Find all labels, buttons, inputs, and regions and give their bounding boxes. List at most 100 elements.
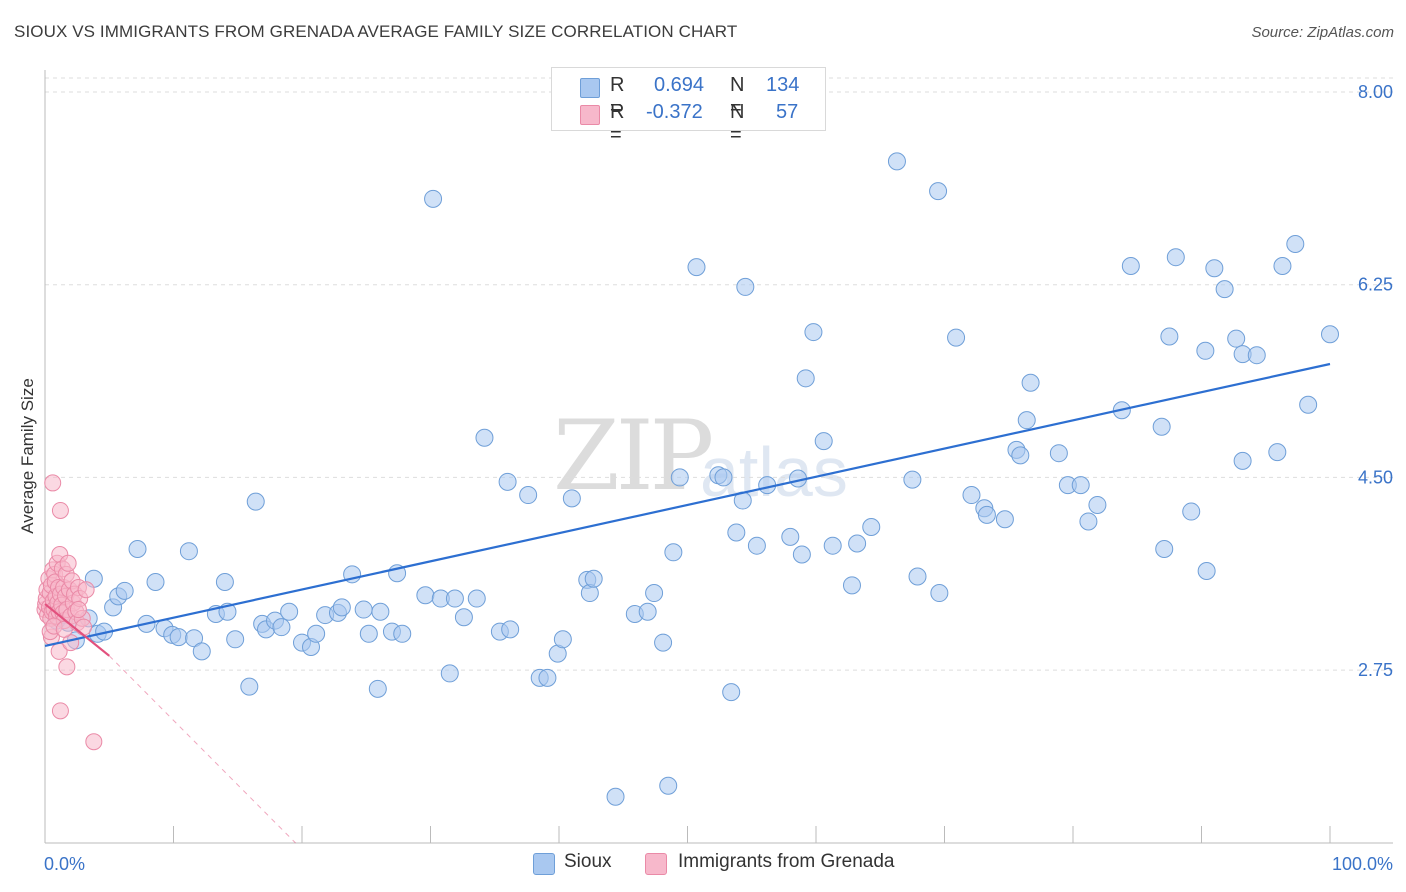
sioux-point [440, 664, 459, 683]
sioux-point [1160, 327, 1179, 346]
sioux-swatch-icon [533, 853, 555, 875]
grenada-legend-label: Immigrants from Grenada [678, 851, 895, 872]
legend-n-value: 57 [776, 101, 799, 123]
trend-lines [44, 362, 1331, 844]
sioux-point [246, 492, 265, 511]
grenada-point [44, 474, 62, 492]
sioux-point [645, 584, 664, 603]
sioux-point [804, 323, 823, 342]
sioux-point [280, 602, 299, 621]
sioux-point [1247, 346, 1266, 365]
sioux-point [146, 573, 165, 592]
sioux-point [128, 539, 147, 558]
sioux-point [115, 581, 134, 600]
sioux-point [393, 624, 412, 643]
sioux-point [1268, 443, 1287, 462]
sioux-point [1227, 329, 1246, 348]
y-axis-label: Average Family Size [18, 378, 37, 534]
sioux-legend-label: Sioux [564, 851, 612, 872]
sioux-point [519, 486, 538, 505]
sioux-point [240, 677, 259, 696]
y-tick-label: 4.50 [1358, 467, 1393, 487]
sioux-point [722, 683, 741, 702]
sioux-point [670, 468, 689, 487]
sioux-point [584, 569, 603, 588]
sioux-point [736, 277, 755, 296]
legend-r-label: R = [610, 74, 625, 119]
sioux-point [562, 489, 581, 508]
sioux-point [823, 536, 842, 555]
sioux-point [179, 542, 198, 561]
sioux-point [1286, 234, 1305, 253]
watermark-logo: ZIP [553, 400, 714, 512]
sioux-point [1299, 395, 1318, 414]
sioux-point [359, 624, 378, 643]
sioux-point [842, 576, 861, 595]
sioux-point [1321, 325, 1339, 344]
sioux-point [687, 258, 706, 277]
sioux-swatch-icon [580, 78, 600, 98]
sioux-point [192, 642, 211, 661]
sioux-point [781, 527, 800, 546]
sioux-point [454, 608, 473, 627]
tick-labels: 2.75 4.50 6.25 8.00 0.0% 100.0% [44, 82, 1393, 874]
grenada-point [77, 581, 95, 599]
sioux-point [498, 472, 517, 491]
sioux-point [445, 589, 464, 608]
sioux-point [1049, 444, 1068, 463]
y-tick-label: 2.75 [1358, 660, 1393, 680]
sioux-point [714, 468, 733, 487]
sioux-point [1071, 476, 1090, 495]
sioux-point [185, 629, 204, 648]
legend-r-value: 0.694 [654, 74, 705, 96]
sioux-trend-line [44, 362, 1331, 647]
sioux-point [1079, 512, 1098, 531]
legend-n-label: N = [730, 74, 745, 119]
grenada-point [85, 733, 103, 751]
chart-title: SIOUX VS IMMIGRANTS FROM GRENADA AVERAGE… [14, 22, 738, 41]
sioux-point [226, 630, 245, 649]
sioux-point [1017, 411, 1036, 430]
sioux-point [929, 182, 948, 201]
grid-lines [45, 77, 1393, 671]
grenada-point [69, 601, 87, 619]
sioux-point [538, 668, 557, 687]
source-label: Source: ZipAtlas.com [1251, 24, 1394, 41]
sioux-point [1233, 451, 1252, 470]
sioux-point [1088, 495, 1107, 514]
sioux-point [903, 470, 922, 489]
y-tick-label: 6.25 [1358, 275, 1393, 295]
grenada-trend-line [44, 603, 110, 657]
sioux-point [424, 189, 443, 208]
sioux-point [332, 598, 351, 617]
sioux-point [887, 152, 906, 171]
sioux-point [908, 567, 927, 586]
sioux-point [1215, 280, 1234, 299]
grenada-point [55, 620, 73, 638]
legend-r-label: R = [610, 101, 625, 146]
sioux-point [727, 523, 746, 542]
sioux-point [862, 517, 881, 536]
sioux-point [654, 633, 673, 652]
grenada-point [51, 501, 69, 519]
x-tick-label: 100.0% [1332, 854, 1393, 874]
sioux-point [1166, 248, 1185, 267]
sioux-point [747, 536, 766, 555]
sioux-point [307, 624, 326, 643]
sioux-point [1011, 446, 1030, 465]
sioux-point [664, 543, 683, 562]
grenada-swatch-icon [580, 105, 600, 125]
sioux-point [169, 628, 188, 647]
sioux-point [962, 486, 981, 505]
grenada-points [36, 474, 103, 751]
y-tick-label: 8.00 [1358, 82, 1393, 102]
sioux-point [215, 573, 234, 592]
grenada-point [59, 554, 77, 572]
grenada-point [75, 618, 93, 636]
sioux-point [501, 620, 520, 639]
grenada-swatch-icon [645, 853, 667, 875]
legend: R = 0.694 N = 134 R = -0.372 N = 57 [551, 67, 826, 146]
sioux-point [368, 679, 387, 698]
sioux-point [467, 589, 486, 608]
sioux-point [848, 534, 867, 553]
